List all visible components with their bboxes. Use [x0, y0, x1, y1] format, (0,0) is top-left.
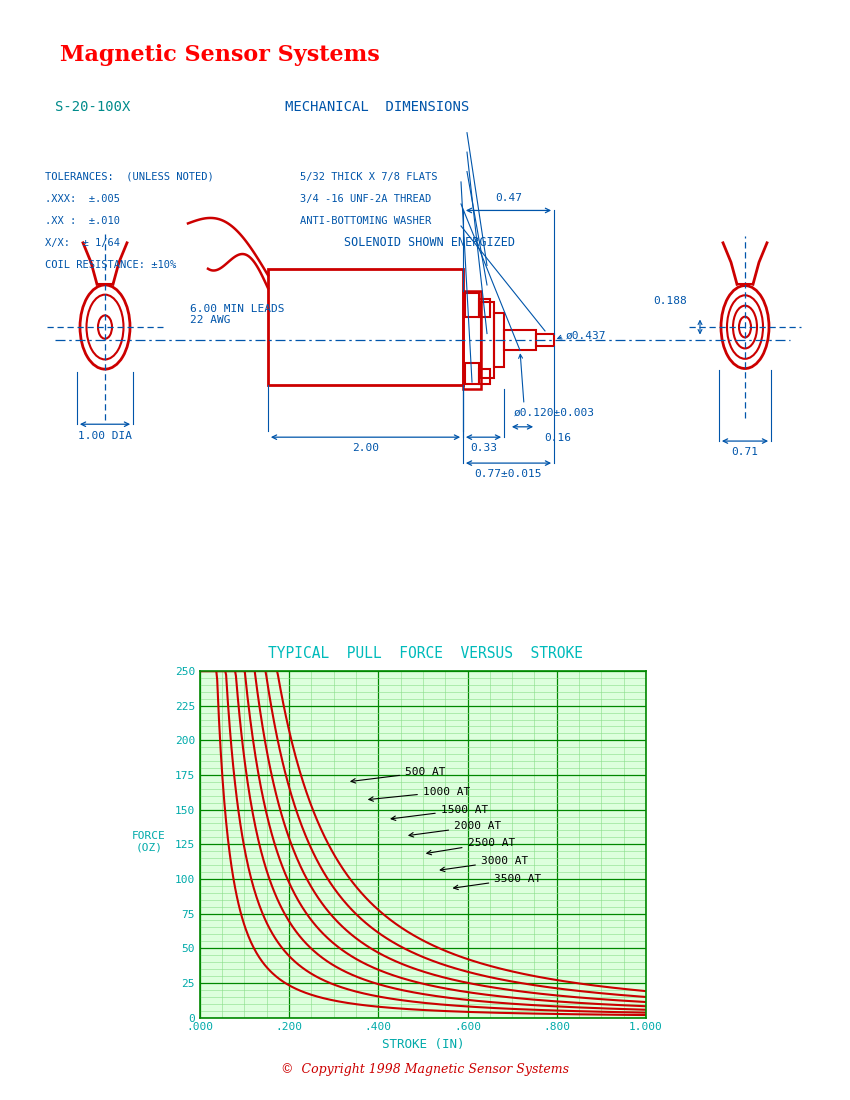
Text: 1000 AT: 1000 AT: [369, 786, 470, 801]
Text: 0.16: 0.16: [544, 433, 571, 443]
Text: SOLENOID SHOWN ENERGIZED: SOLENOID SHOWN ENERGIZED: [344, 236, 515, 250]
Text: FORCE
(OZ): FORCE (OZ): [132, 830, 166, 852]
Text: MECHANICAL  DIMENSIONS: MECHANICAL DIMENSIONS: [285, 100, 469, 114]
Text: TYPICAL  PULL  FORCE  VERSUS  STROKE: TYPICAL PULL FORCE VERSUS STROKE: [268, 646, 582, 661]
Text: .XX :  ±.010: .XX : ±.010: [45, 216, 120, 225]
Bar: [479, 298, 490, 317]
Text: S-20-100X: S-20-100X: [55, 100, 130, 114]
Text: 2000 AT: 2000 AT: [409, 822, 501, 837]
Bar: [465, 363, 479, 384]
Text: 1.00 DIA: 1.00 DIA: [78, 431, 132, 441]
Text: ©  Copyright 1998 Magnetic Sensor Systems: © Copyright 1998 Magnetic Sensor Systems: [281, 1063, 569, 1076]
Bar: [479, 368, 490, 384]
Text: 0.71: 0.71: [732, 447, 758, 456]
Text: 0.77±0.015: 0.77±0.015: [475, 469, 542, 478]
Bar: [481, 302, 494, 377]
X-axis label: STROKE (IN): STROKE (IN): [382, 1038, 464, 1050]
Text: 6.00 MIN LEADS
22 AWG: 6.00 MIN LEADS 22 AWG: [190, 304, 285, 326]
Text: .XXX:  ±.005: .XXX: ±.005: [45, 194, 120, 204]
Text: 0.47: 0.47: [495, 192, 522, 202]
Text: ANTI-BOTTOMING WASHER: ANTI-BOTTOMING WASHER: [300, 216, 431, 225]
Bar: [465, 294, 479, 317]
Text: 1500 AT: 1500 AT: [391, 804, 488, 821]
Text: X/X:  ± 1/64: X/X: ± 1/64: [45, 238, 120, 248]
Text: 0.188: 0.188: [654, 296, 687, 306]
Text: ø0.437: ø0.437: [566, 331, 607, 341]
Bar: [494, 312, 504, 367]
Bar: [536, 333, 554, 346]
Bar: [463, 292, 481, 388]
Text: 3000 AT: 3000 AT: [440, 856, 528, 871]
Bar: [268, 268, 463, 385]
Text: 2.00: 2.00: [352, 442, 379, 453]
Text: COIL RESISTANCE: ±10%: COIL RESISTANCE: ±10%: [45, 260, 176, 270]
Text: 500 AT: 500 AT: [351, 767, 445, 783]
Text: 3500 AT: 3500 AT: [454, 873, 541, 890]
Text: 3/4 -16 UNF-2A THREAD: 3/4 -16 UNF-2A THREAD: [300, 194, 431, 204]
Text: Magnetic Sensor Systems: Magnetic Sensor Systems: [60, 44, 379, 66]
Text: ø0.120±0.003: ø0.120±0.003: [514, 407, 595, 417]
Text: TOLERANCES:  (UNLESS NOTED): TOLERANCES: (UNLESS NOTED): [45, 172, 213, 182]
Text: 2500 AT: 2500 AT: [427, 838, 515, 855]
Text: 0.33: 0.33: [470, 442, 497, 453]
Bar: [504, 330, 536, 351]
Text: 5/32 THICK X 7/8 FLATS: 5/32 THICK X 7/8 FLATS: [300, 172, 438, 182]
